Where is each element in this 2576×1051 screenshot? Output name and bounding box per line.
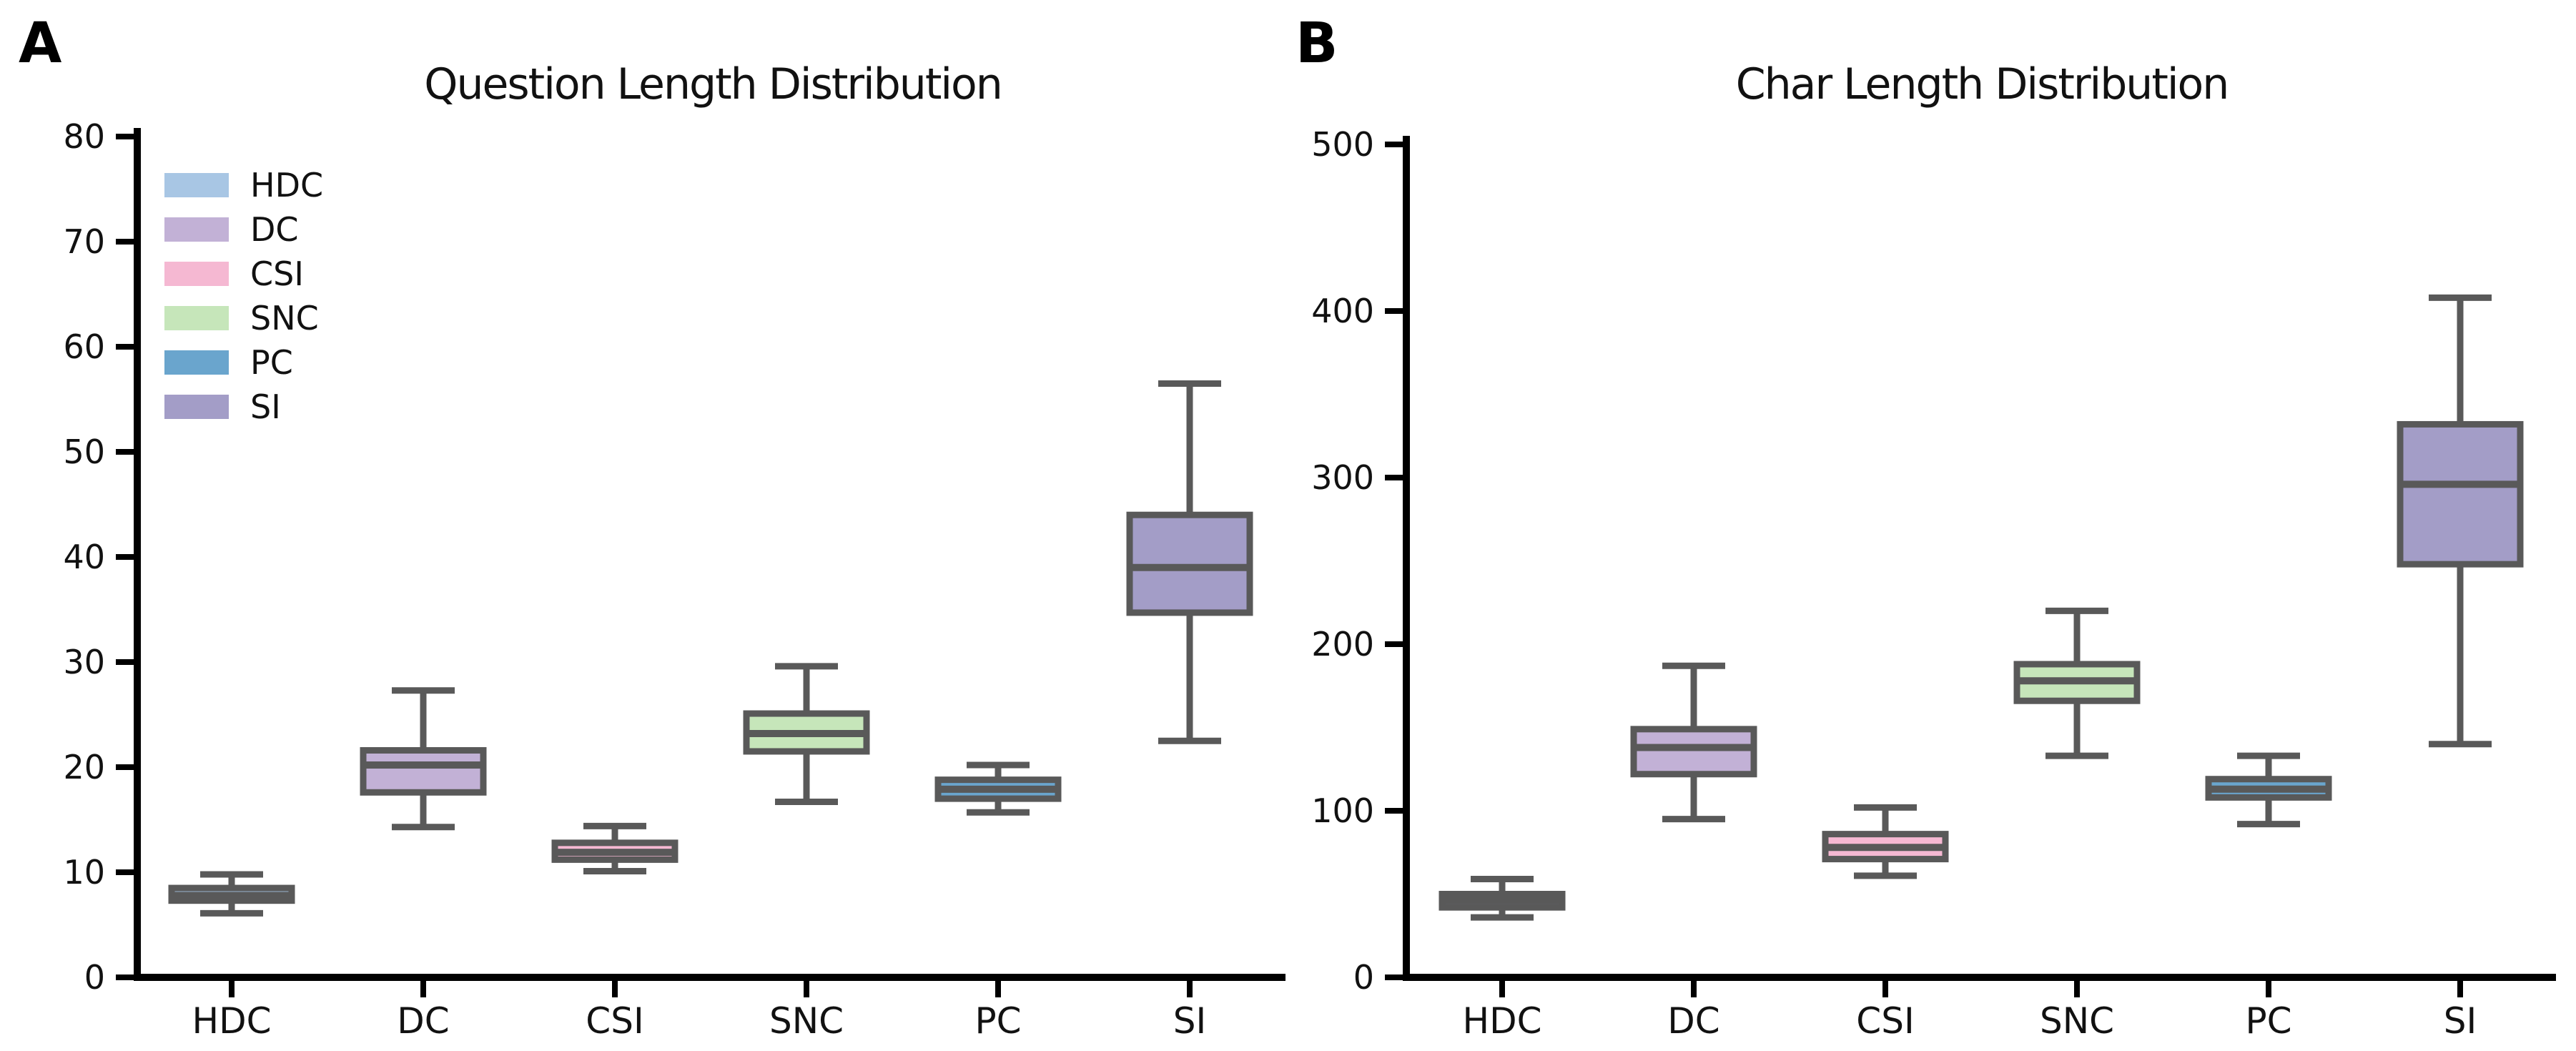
x-tick-label-SI: SI (2444, 1000, 2477, 1042)
y-tick-label: 70 (63, 222, 105, 261)
box-DC (360, 746, 487, 796)
y-tick-label: 300 (1311, 458, 1374, 497)
y-tick-label: 500 (1311, 125, 1374, 164)
y-tick-label: 100 (1311, 791, 1374, 830)
x-tick-label-PC: PC (2245, 1000, 2291, 1042)
x-tick-label-PC: PC (974, 1000, 1021, 1042)
x-tick-label-SNC: SNC (769, 1000, 844, 1042)
legend-label-CSI: CSI (250, 255, 304, 293)
x-tick-label-CSI: CSI (1856, 1000, 1914, 1042)
y-tick-label: 0 (84, 958, 105, 997)
legend-label-HDC: HDC (250, 166, 324, 204)
legend-swatch-DC (164, 217, 229, 242)
legend-item-CSI: CSI (164, 255, 323, 293)
y-tick-label: 0 (1353, 958, 1374, 997)
legend-swatch-HDC (164, 173, 229, 197)
box-DC (1630, 726, 1757, 778)
y-tick-label: 80 (63, 117, 105, 156)
legend: HDC DC CSI SNC PC SI (164, 166, 324, 439)
y-tick-label: 60 (63, 327, 105, 366)
panel-a-title: Question Length Distribution (424, 59, 1002, 109)
panel-b-corner-label: B (1296, 11, 1338, 76)
legend-item-DC: DC (164, 210, 323, 249)
legend-swatch-PC (164, 350, 229, 375)
y-tick-label: 50 (63, 433, 105, 471)
x-tick-label-HDC: HDC (192, 1000, 271, 1042)
x-tick-label-SI: SI (1173, 1000, 1206, 1042)
legend-item-SI: SI (164, 388, 323, 426)
box-SI (1126, 511, 1253, 616)
x-tick-label-CSI: CSI (586, 1000, 643, 1042)
legend-item-PC: PC (164, 343, 323, 382)
x-tick-label-DC: DC (397, 1000, 449, 1042)
legend-item-HDC: HDC (164, 166, 324, 204)
legend-label-PC: PC (250, 343, 293, 382)
legend-label-SI: SI (250, 388, 281, 426)
panel-b-title: Char Length Distribution (1735, 59, 2229, 109)
legend-swatch-CSI (164, 262, 229, 286)
legend-item-SNC: SNC (164, 299, 323, 337)
box-SI (2397, 420, 2524, 568)
y-tick-label: 10 (63, 853, 105, 892)
y-tick-label: 400 (1311, 292, 1374, 330)
x-tick-label-SNC: SNC (2040, 1000, 2114, 1042)
legend-label-DC: DC (250, 210, 299, 249)
y-tick-label: 200 (1311, 625, 1374, 663)
legend-swatch-SNC (164, 306, 229, 330)
x-tick-label-DC: DC (1667, 1000, 1719, 1042)
x-tick-label-HDC: HDC (1462, 1000, 1541, 1042)
legend-swatch-SI (164, 395, 229, 419)
y-tick-label: 20 (63, 748, 105, 786)
y-tick-label: 40 (63, 538, 105, 576)
panel-a-corner-label: A (19, 11, 62, 76)
legend-label-SNC: SNC (250, 299, 319, 337)
y-tick-label: 30 (63, 643, 105, 681)
